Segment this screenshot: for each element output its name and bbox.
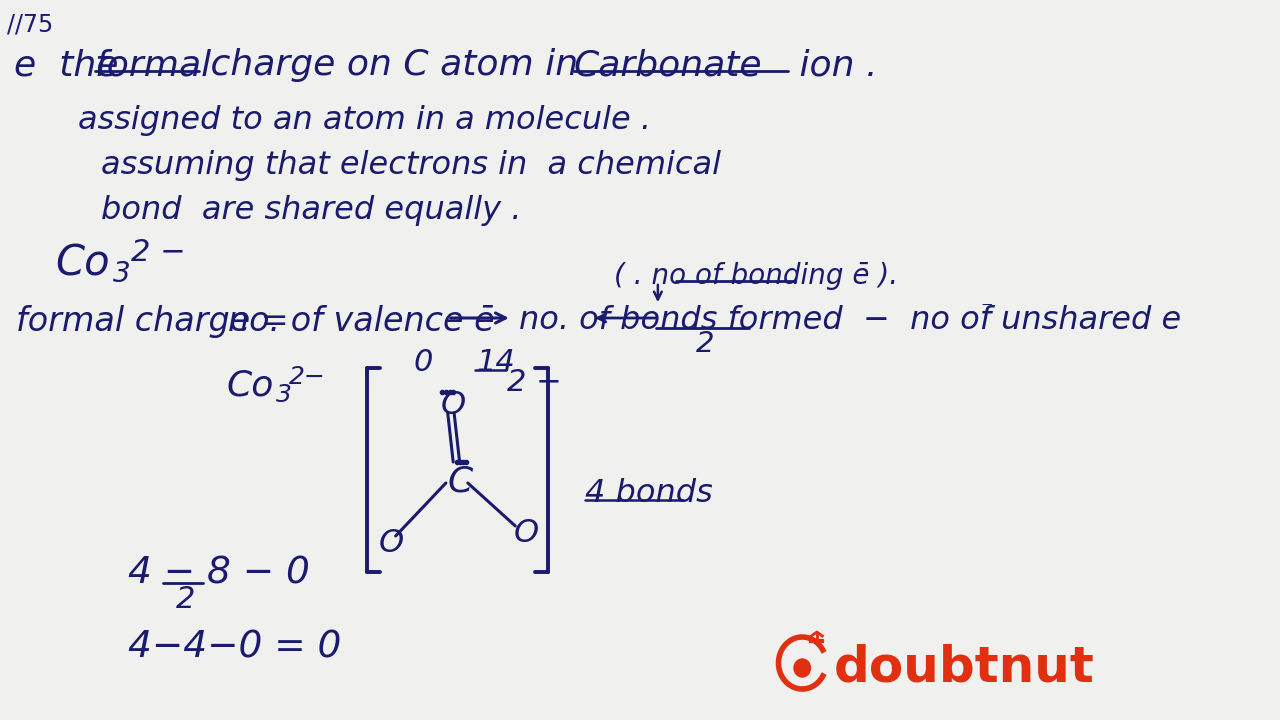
Text: 2: 2	[175, 585, 195, 614]
Text: assuming that electrons in  a chemical: assuming that electrons in a chemical	[101, 150, 721, 181]
Text: Carbonate: Carbonate	[573, 48, 763, 82]
Circle shape	[794, 659, 810, 677]
Text: 2 −: 2 −	[507, 368, 562, 397]
Text: 2−: 2−	[289, 365, 325, 389]
Text: ( . no of bonding ē ).: ( . no of bonding ē ).	[614, 262, 899, 290]
Text: e  the: e the	[14, 48, 129, 82]
Text: //75: //75	[8, 12, 54, 36]
Text: 14: 14	[477, 348, 516, 377]
Text: formal: formal	[95, 48, 212, 82]
Text: no. of valence ē: no. of valence ē	[228, 305, 495, 338]
Text: O: O	[440, 390, 466, 421]
Text: 2 −: 2 −	[131, 238, 186, 267]
Text: formal charge =: formal charge =	[17, 305, 289, 338]
Text: 2: 2	[696, 330, 714, 358]
Text: Co: Co	[55, 242, 110, 284]
Text: 4−4−0 = 0: 4−4−0 = 0	[128, 630, 342, 666]
Text: O: O	[513, 518, 539, 549]
Text: 3: 3	[114, 260, 131, 288]
Text: doubtnut: doubtnut	[833, 643, 1094, 691]
Text: ion .: ion .	[787, 48, 877, 82]
Text: assigned to an atom in a molecule .: assigned to an atom in a molecule .	[78, 105, 650, 136]
Text: 4 bonds: 4 bonds	[585, 478, 713, 509]
Text: Co: Co	[227, 368, 274, 402]
Text: 0: 0	[413, 348, 433, 377]
Text: ⁻: ⁻	[980, 297, 993, 321]
Text: 4 − 8 − 0: 4 − 8 − 0	[128, 555, 310, 591]
Text: no. of bonds formed  −  no of unshared e: no. of bonds formed − no of unshared e	[518, 305, 1181, 336]
Text: 3: 3	[276, 383, 292, 407]
Text: C: C	[448, 464, 474, 498]
Text: bond  are shared equally .: bond are shared equally .	[101, 195, 521, 226]
Text: O: O	[379, 528, 404, 559]
Text: charge on C atom in: charge on C atom in	[200, 48, 579, 82]
